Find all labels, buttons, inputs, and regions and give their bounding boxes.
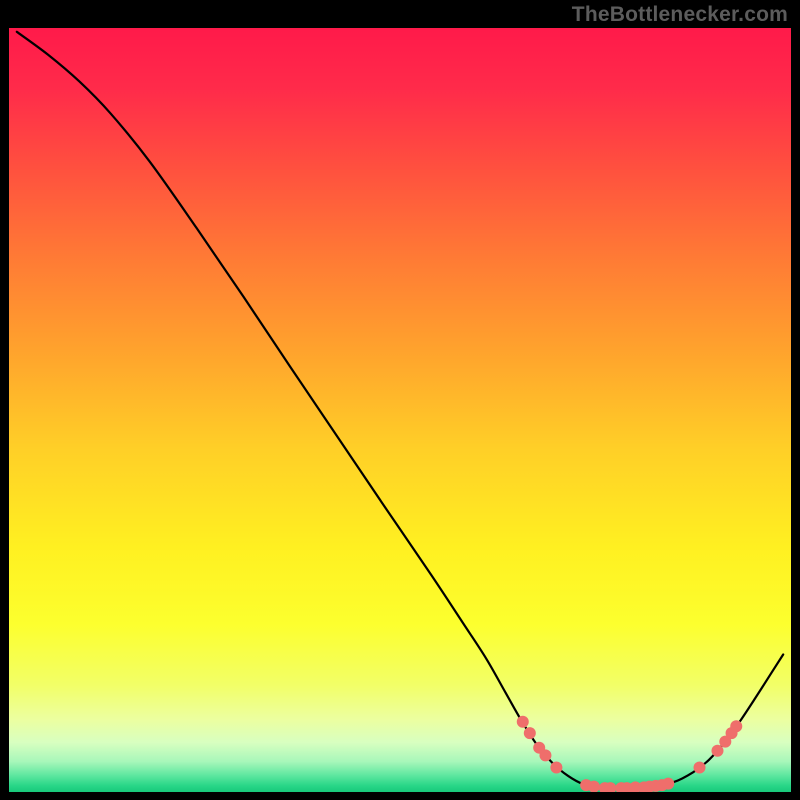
data-marker xyxy=(539,749,551,761)
data-marker xyxy=(550,762,562,774)
data-marker xyxy=(694,762,706,774)
data-marker xyxy=(730,720,742,732)
watermark-text: TheBottlenecker.com xyxy=(572,3,788,27)
data-marker xyxy=(662,778,674,790)
data-marker xyxy=(711,745,723,757)
chart-background xyxy=(9,28,791,792)
data-marker xyxy=(524,727,536,739)
data-marker xyxy=(517,716,529,728)
bottleneck-chart xyxy=(9,28,791,792)
chart-frame: TheBottlenecker.com xyxy=(0,0,800,800)
